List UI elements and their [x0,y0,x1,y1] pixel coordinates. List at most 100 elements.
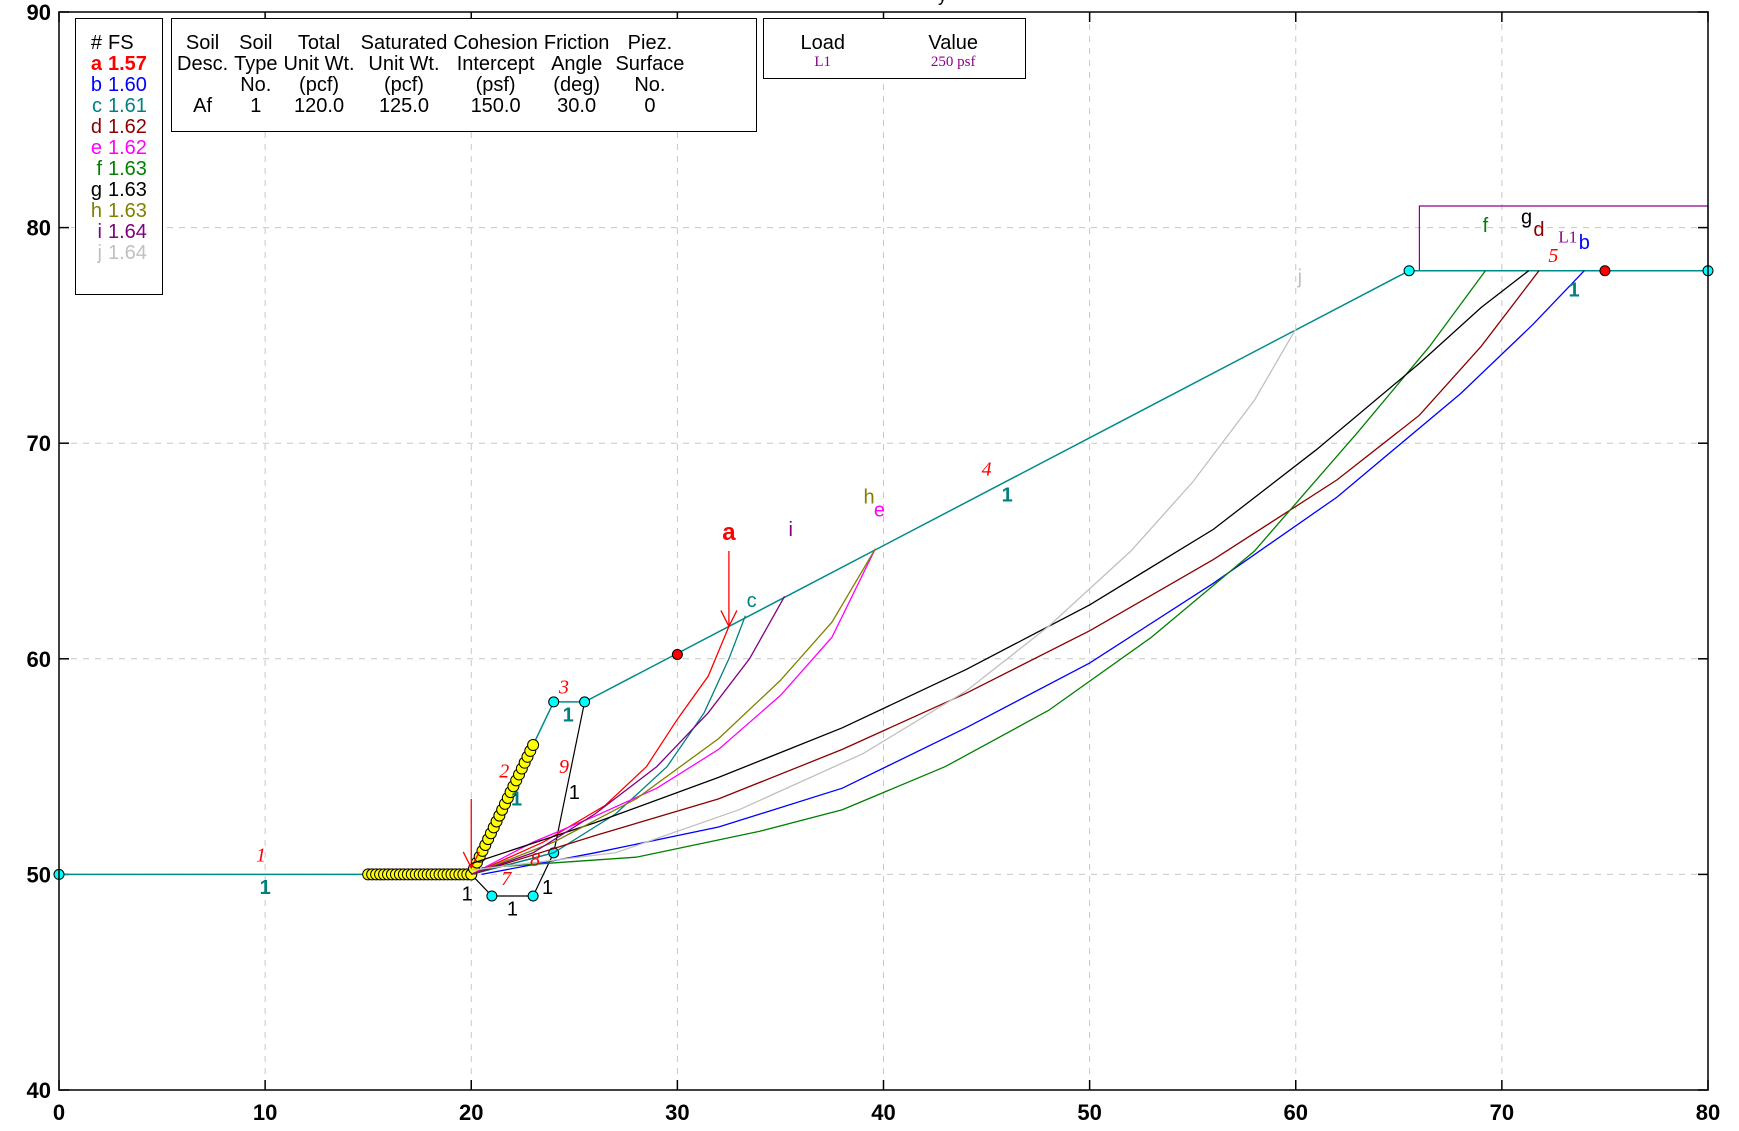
load-table-header: Load Value [764,33,1025,54]
material-label: 1 [563,704,574,726]
load-name: L1 [814,54,832,70]
x-tick-label: 50 [1077,1100,1101,1125]
fs-legend-value: 1.63 [108,158,147,180]
x-tick-label: 0 [53,1100,65,1125]
soil-header-cell: Total [297,32,341,54]
reinforcement-node [527,739,540,752]
segment-label: 1 [256,844,266,866]
x-tick-label: 70 [1490,1100,1514,1125]
fs-legend-row-e: e 1.62 [76,138,162,159]
soil-data-cell: Af [193,95,213,117]
soil-header-cell: Piez. [627,32,673,54]
plot-frame [58,11,1709,1091]
soil-table-header-row-1: Soil Soil Total Saturated Cohesion Friction Pi… [174,33,687,54]
fs-legend-id: c [92,95,102,117]
segment-label: 9 [559,756,569,778]
y-tick-label: 50 [27,862,51,887]
surface-label-j: j [1297,267,1302,289]
fs-legend-id-header: # [90,32,102,54]
fs-legend-fs-header: FS [108,32,134,54]
fs-legend-row-g: g 1.63 [76,180,162,201]
soil-header-cell: Surface [615,53,685,75]
soil-header-cell: Cohesion [453,32,538,54]
x-tick-label: 30 [665,1100,689,1125]
soil-header-cell [174,75,231,96]
profile-node [1403,265,1415,277]
grid [59,12,1708,1090]
slip-surface-c [471,615,747,876]
profile-node [579,696,591,708]
y-tick-label: 70 [27,431,51,456]
load-value: 250 psf [930,54,976,70]
load-arrow-head [720,610,738,628]
x-tick-label: 20 [459,1100,483,1125]
x-tick-label: 80 [1696,1100,1720,1125]
fs-legend: # FS a 1.57 b 1.60 c 1.61 d 1.62 e 1.62 f 1.63 g 1.63… [75,18,163,295]
soil-header-cell: Desc. [177,53,229,75]
segment-label: 5 [1548,245,1558,267]
segment-label: 8 [530,849,540,871]
fs-legend-id: g [90,179,102,201]
slip-surface-a [471,626,730,875]
slip-surfaces [470,270,1585,876]
surface-label-b: b [1579,232,1590,254]
soil-header-cell: Unit Wt. [368,53,440,75]
fs-legend-id: e [90,137,102,159]
slip-surface-b [481,270,1585,876]
fs-legend-row-j: j 1.64 [76,243,162,264]
slip-surface-e [470,548,876,875]
fs-legend-row-b: b 1.60 [76,75,162,96]
drain-boundary [470,852,555,897]
soil-header-cell: No. [634,74,666,96]
soil-header-cell: (pcf) [383,74,424,96]
fs-legend-header: # FS [76,33,162,54]
soil-data-cell: 1 [250,95,262,117]
load-arrow-head [462,851,480,870]
fs-legend-row-c: c 1.61 [76,96,162,117]
slip-surface-g [471,270,1530,865]
title-fragment: y [938,0,947,5]
y-tick-label: 60 [27,647,51,672]
slip-surface-d [471,270,1540,876]
y-tick-label: 90 [27,0,51,25]
load-table: Load Value L1 250 psf [763,18,1026,79]
x-tick-label: 40 [871,1100,895,1125]
load-label: L1 [1558,228,1577,247]
material-label: 1 [1002,484,1013,506]
surface-label-f: f [1483,215,1489,237]
load-table-row: L1 250 psf [764,54,1025,70]
y-tick-label: 80 [27,216,51,241]
material-label: 1 [542,877,553,899]
point-node [671,648,683,660]
surface-label-g: g [1521,206,1532,228]
material-label: 1 [462,883,473,905]
fs-legend-row-i: i 1.64 [76,222,162,243]
soil-data-cell: 0 [644,95,656,117]
soil-table-data-row: Af 1 120.0 125.0 150.0 30.0 0 [174,96,687,117]
fs-legend-row-a: a 1.57 [76,54,162,75]
surface-label-i: i [789,519,793,541]
surface-label-e: e [874,500,885,522]
surface-label-h: h [864,487,875,509]
segment-label: 2 [499,760,509,782]
soil-table-header-row-3: No. (pcf) (pcf) (psf) (deg) No. [174,75,687,96]
slip-surface-f [481,270,1486,869]
fs-legend-value: 1.62 [108,116,147,138]
soil-header-cell: Type [234,53,278,75]
fs-legend-id: j [97,242,102,264]
fs-legend-row-h: h 1.63 [76,201,162,222]
fs-legend-value: 1.63 [108,179,147,201]
fs-legend-value: 1.64 [108,221,147,243]
soil-header-cell: Soil [239,32,273,54]
slip-surface-j [471,328,1297,871]
surface-label-c: c [747,590,757,612]
slip-surface-i [471,595,786,876]
surface-label-a: a [722,519,736,546]
material-label: 1 [1568,280,1579,302]
load-table-grid: Load Value L1 250 psf [764,33,1025,71]
fs-legend-value: 1.64 [108,242,147,264]
material-label: 1 [511,788,522,810]
profile-node [527,890,539,902]
fs-legend-value: 1.62 [108,137,147,159]
